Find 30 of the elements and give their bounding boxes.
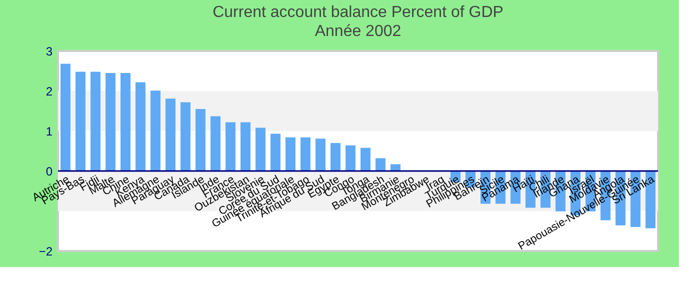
bar bbox=[226, 122, 236, 171]
chart-subtitle: Année 2002 bbox=[314, 23, 402, 40]
y-tick-label: −2 bbox=[38, 244, 53, 258]
y-tick-label: 1 bbox=[46, 124, 53, 138]
bar bbox=[210, 116, 220, 171]
bar bbox=[106, 73, 116, 171]
bar bbox=[316, 138, 326, 171]
bar bbox=[390, 164, 400, 171]
bar bbox=[166, 98, 176, 171]
bar bbox=[376, 158, 386, 171]
bar bbox=[90, 72, 100, 171]
bar bbox=[330, 143, 340, 171]
bar bbox=[76, 72, 86, 171]
bar bbox=[270, 134, 280, 171]
bar bbox=[60, 64, 70, 171]
y-tick-label: 2 bbox=[46, 84, 53, 98]
bar bbox=[150, 90, 160, 171]
y-tick-label: 0 bbox=[46, 164, 53, 178]
bar bbox=[286, 137, 296, 171]
bar bbox=[120, 73, 130, 171]
bar bbox=[240, 122, 250, 171]
bar bbox=[196, 109, 206, 171]
bar bbox=[180, 102, 190, 171]
bar bbox=[346, 145, 356, 171]
bar bbox=[136, 82, 146, 171]
bar bbox=[256, 128, 266, 171]
chart-title: Current account balance Percent of GDP bbox=[212, 4, 504, 21]
bar bbox=[300, 137, 310, 171]
y-tick-label: 3 bbox=[46, 44, 53, 58]
bar bbox=[360, 148, 370, 171]
